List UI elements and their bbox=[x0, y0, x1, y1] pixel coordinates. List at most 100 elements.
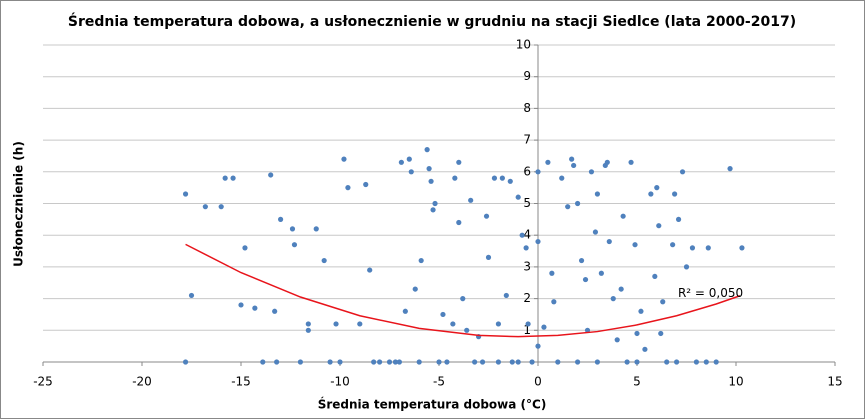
point bbox=[535, 238, 541, 245]
y-axis-title: Usłonecznienie (h) bbox=[12, 141, 26, 267]
point bbox=[450, 321, 456, 327]
point bbox=[202, 204, 208, 210]
point bbox=[664, 359, 670, 365]
point bbox=[230, 175, 236, 181]
point bbox=[291, 242, 298, 248]
point bbox=[693, 359, 700, 365]
point bbox=[238, 302, 244, 308]
point bbox=[468, 197, 474, 203]
x-tick-label: -20 bbox=[132, 375, 152, 389]
point bbox=[278, 216, 284, 222]
x-tick-label: 0 bbox=[534, 375, 542, 389]
y-tick-label: 2 bbox=[523, 291, 531, 305]
point bbox=[426, 166, 432, 172]
point bbox=[222, 175, 228, 181]
point bbox=[604, 159, 610, 165]
y-tick-label: 7 bbox=[523, 133, 531, 147]
point bbox=[634, 330, 640, 337]
x-tick-label: -10 bbox=[330, 375, 350, 389]
point bbox=[428, 178, 434, 184]
point bbox=[430, 207, 436, 213]
x-tick-label: -15 bbox=[231, 375, 251, 389]
point bbox=[614, 337, 620, 343]
point bbox=[509, 359, 515, 365]
point bbox=[416, 359, 422, 365]
point bbox=[367, 267, 373, 273]
point bbox=[396, 359, 402, 365]
point bbox=[289, 226, 296, 232]
trendline bbox=[185, 243, 741, 338]
point bbox=[371, 359, 377, 365]
point bbox=[452, 175, 458, 181]
point bbox=[483, 213, 490, 219]
point bbox=[652, 273, 658, 280]
point bbox=[460, 296, 466, 302]
point bbox=[252, 305, 258, 311]
point bbox=[507, 178, 513, 184]
point bbox=[592, 229, 599, 235]
point bbox=[412, 286, 418, 292]
point bbox=[656, 223, 662, 229]
point bbox=[594, 359, 601, 365]
point bbox=[432, 200, 438, 207]
point bbox=[727, 166, 733, 172]
point bbox=[272, 308, 278, 314]
point bbox=[675, 216, 682, 222]
point bbox=[345, 185, 351, 191]
point bbox=[559, 175, 565, 181]
x-tick-label: -5 bbox=[433, 375, 445, 389]
point bbox=[402, 308, 408, 314]
x-tick-label: -25 bbox=[33, 375, 53, 389]
point bbox=[594, 191, 601, 197]
point bbox=[274, 359, 280, 365]
x-tick-label: 10 bbox=[728, 375, 743, 389]
point bbox=[628, 159, 634, 165]
point bbox=[713, 359, 719, 365]
point bbox=[519, 232, 525, 238]
point bbox=[529, 359, 535, 365]
point bbox=[418, 257, 424, 264]
point bbox=[672, 191, 678, 197]
point bbox=[535, 169, 541, 175]
point bbox=[584, 327, 591, 333]
point bbox=[654, 185, 660, 191]
point bbox=[703, 359, 709, 365]
point bbox=[515, 194, 521, 200]
point bbox=[495, 359, 501, 365]
point bbox=[648, 191, 654, 197]
point bbox=[679, 169, 686, 175]
point bbox=[660, 299, 666, 305]
point bbox=[523, 245, 529, 251]
point bbox=[297, 359, 303, 365]
point bbox=[624, 359, 630, 365]
point bbox=[610, 296, 616, 302]
point bbox=[642, 346, 648, 352]
y-tick-label: 6 bbox=[523, 164, 531, 178]
point bbox=[485, 254, 492, 260]
point bbox=[598, 270, 604, 276]
point bbox=[515, 359, 521, 365]
chart-title: Średnia temperatura dobowa, a usłoneczni… bbox=[68, 12, 796, 30]
point bbox=[333, 321, 339, 327]
point bbox=[571, 162, 577, 169]
point bbox=[578, 257, 585, 264]
point bbox=[549, 270, 555, 276]
point bbox=[499, 175, 505, 181]
point bbox=[260, 359, 266, 365]
point bbox=[479, 359, 486, 365]
point bbox=[495, 321, 501, 327]
point bbox=[472, 359, 478, 365]
point bbox=[670, 242, 676, 248]
point bbox=[575, 359, 581, 365]
point bbox=[363, 181, 369, 188]
point bbox=[606, 238, 612, 245]
point bbox=[565, 204, 571, 210]
point bbox=[337, 359, 343, 365]
point bbox=[188, 292, 195, 299]
point bbox=[386, 359, 393, 365]
point bbox=[406, 156, 412, 162]
point bbox=[491, 175, 498, 181]
point bbox=[618, 286, 624, 292]
point bbox=[440, 311, 446, 318]
